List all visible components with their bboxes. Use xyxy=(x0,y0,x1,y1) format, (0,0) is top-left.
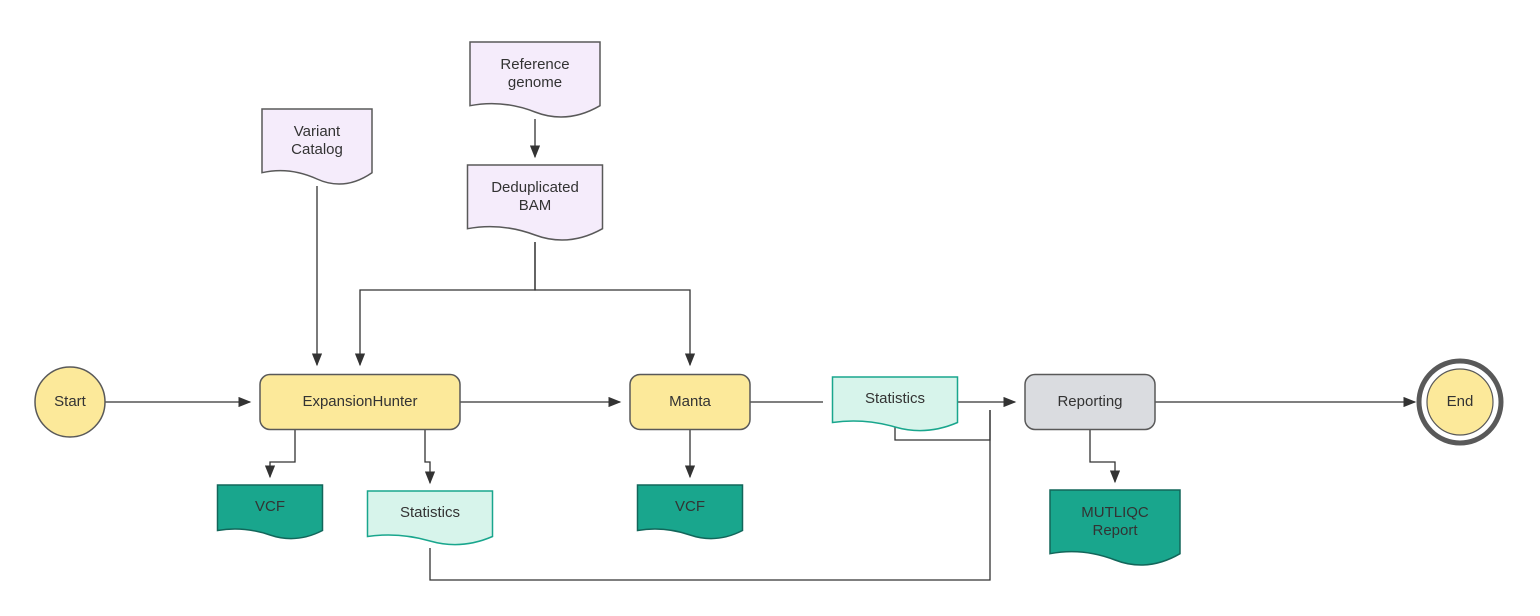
node-label: End xyxy=(1447,393,1474,410)
node-label: MUTLIQC xyxy=(1081,504,1149,521)
node-label: Reference xyxy=(500,56,569,73)
node-multiqc: MUTLIQCReport xyxy=(1050,490,1180,565)
node-label: Reporting xyxy=(1057,393,1122,410)
flowchart-canvas: Start End ExpansionHunter Manta Reporting Var… xyxy=(0,0,1540,616)
node-label: genome xyxy=(508,74,562,91)
node-label: Start xyxy=(54,393,87,410)
node-end: End xyxy=(1419,361,1501,443)
node-manta: Manta xyxy=(630,375,750,430)
node-label: ExpansionHunter xyxy=(302,393,417,410)
node-start: Start xyxy=(35,367,105,437)
node-refGenome: Referencegenome xyxy=(470,42,600,117)
edge xyxy=(270,429,295,477)
edge xyxy=(1090,429,1115,482)
node-label: Catalog xyxy=(291,141,343,158)
node-stats2: Statistics xyxy=(833,377,958,431)
node-label: Report xyxy=(1092,522,1138,539)
node-label: Deduplicated xyxy=(491,179,579,196)
node-dedupBam: DeduplicatedBAM xyxy=(468,165,603,240)
node-stats1: Statistics xyxy=(368,491,493,545)
node-label: BAM xyxy=(519,197,552,214)
edge xyxy=(535,242,690,365)
node-label: Manta xyxy=(669,393,711,410)
node-label: Statistics xyxy=(400,504,460,521)
node-label: VCF xyxy=(675,498,705,515)
node-label: VCF xyxy=(255,498,285,515)
node-expHunter: ExpansionHunter xyxy=(260,375,460,430)
edge xyxy=(425,429,430,483)
node-reporting: Reporting xyxy=(1025,375,1155,430)
node-label: Statistics xyxy=(865,390,925,407)
node-vcf1: VCF xyxy=(218,485,323,539)
node-vcf2: VCF xyxy=(638,485,743,539)
edge xyxy=(360,242,535,365)
node-variantCat: VariantCatalog xyxy=(262,109,372,184)
nodes-layer: Start End ExpansionHunter Manta Reporting Var… xyxy=(35,42,1501,565)
node-label: Variant xyxy=(294,123,341,140)
